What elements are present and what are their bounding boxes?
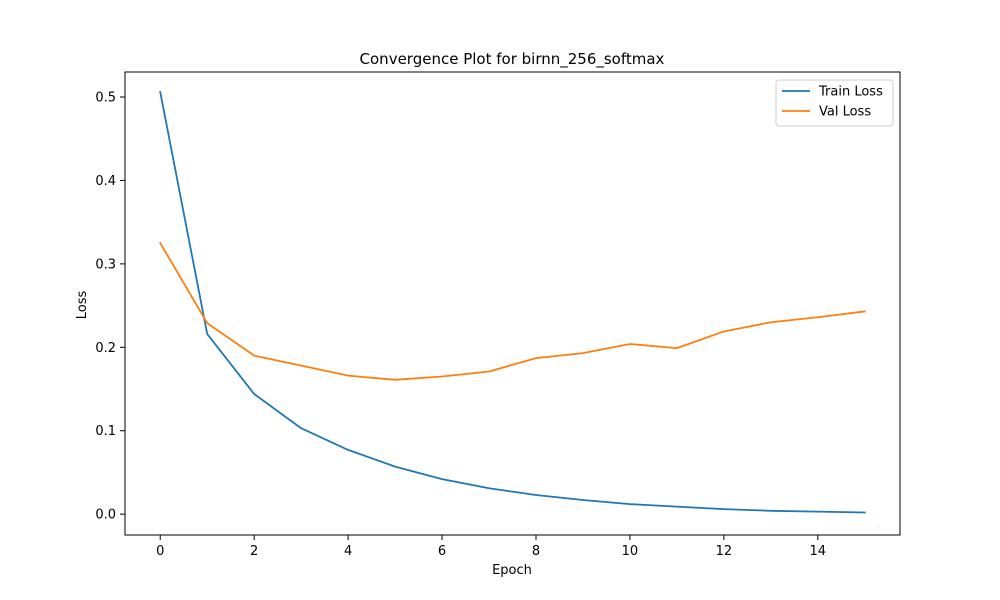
x-tick-label: 2: [250, 544, 258, 559]
x-tick-label: 14: [810, 544, 827, 559]
x-axis-label: Epoch: [492, 563, 532, 578]
x-tick-label: 4: [344, 544, 352, 559]
legend: Train Loss Val Loss: [775, 79, 894, 127]
chart-title: Convergence Plot for birnn_256_softmax: [360, 50, 665, 69]
series-line-val-loss: [158, 241, 866, 381]
legend-label: Val Loss: [819, 105, 871, 120]
x-tick-label: 0: [156, 544, 164, 559]
x-tick-label: 12: [716, 544, 733, 559]
plot-area: 0 2 4 6 8 10 12 14 0.0 0.1 0.2 0.3 0.4 0.5: [95, 71, 901, 559]
y-tick-label: 0.4: [95, 174, 116, 189]
x-tick-label: 6: [438, 544, 446, 559]
x-tick-label: 8: [532, 544, 540, 559]
axes-frame: [124, 71, 901, 536]
y-tick-label: 0.3: [95, 257, 116, 272]
y-axis-label: Loss: [75, 291, 90, 320]
y-tick-label: 0.0: [95, 508, 116, 523]
y-tick-label: 0.1: [95, 424, 116, 439]
x-tick-label: 10: [622, 544, 639, 559]
y-tick-label: 0.5: [95, 91, 116, 106]
legend-label: Train Loss: [818, 85, 883, 100]
y-tick-label: 0.2: [95, 341, 116, 356]
series-line-train-loss: [159, 90, 866, 514]
